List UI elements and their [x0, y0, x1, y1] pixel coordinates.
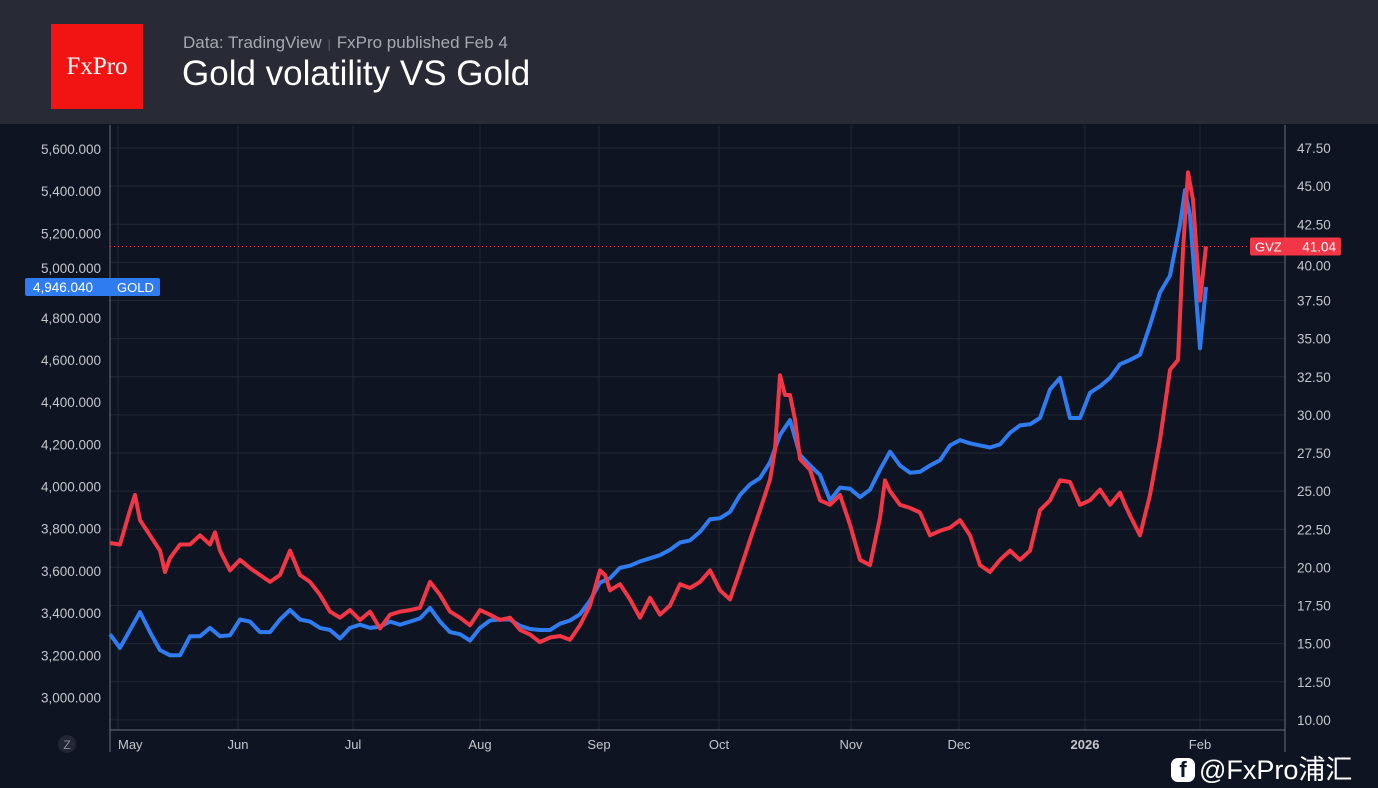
left-tick-label: 5,600.000 [41, 142, 101, 157]
right-tick-label: 35.00 [1297, 332, 1331, 347]
scale-button[interactable] [58, 735, 76, 753]
x-tick-label: Sep [587, 737, 610, 752]
watermark: f @FxPro浦汇 [1171, 755, 1352, 785]
left-tick-label: 5,200.000 [41, 226, 101, 241]
right-tick-label: 45.00 [1297, 179, 1331, 194]
series-line-gvz [109, 170, 1208, 645]
right-tick-label: 17.50 [1297, 599, 1331, 614]
left-tick-label: 3,600.000 [41, 564, 101, 579]
gvz-label-badge [1250, 237, 1341, 256]
right-tick-label: 42.50 [1297, 217, 1331, 232]
x-tick-label: Jun [228, 737, 249, 752]
left-tick-label: 3,200.000 [41, 648, 101, 663]
publisher: FxPro published Feb 4 [336, 33, 508, 52]
gold-label-badge [25, 277, 160, 296]
right-tick-label: 15.00 [1297, 637, 1331, 652]
series-line-gold [108, 188, 1208, 658]
right-tick-label: 47.50 [1297, 141, 1331, 156]
gvz-series-name: GVZ [1255, 240, 1282, 255]
gold-series-name: GOLD [117, 280, 154, 295]
facebook-icon: f [1171, 757, 1195, 782]
right-tick-label: 32.50 [1297, 370, 1331, 385]
right-tick-label: 25.00 [1297, 484, 1331, 499]
x-tick-label: Aug [468, 737, 491, 752]
left-tick-label: 3,400.000 [41, 606, 101, 621]
x-tick-label: May [118, 737, 143, 752]
right-tick-label: 10.00 [1297, 713, 1331, 728]
right-tick-label: 22.50 [1297, 522, 1331, 537]
data-source: Data: TradingView [183, 33, 322, 52]
left-tick-label: 4,800.000 [41, 311, 101, 326]
left-tick-label: 4,000.000 [41, 480, 101, 495]
subtitle: Data: TradingView | FxPro published Feb 4 [183, 33, 508, 53]
right-tick-label: 27.50 [1297, 446, 1331, 461]
x-tick-label: Oct [709, 737, 730, 752]
left-tick-label: 3,800.000 [41, 522, 101, 537]
x-tick-label: Jul [345, 737, 362, 752]
left-tick-label: 5,400.000 [41, 184, 101, 199]
right-tick-label: 12.50 [1297, 675, 1331, 690]
x-tick-label: Nov [839, 737, 863, 752]
left-tick-label: 4,600.000 [41, 353, 101, 368]
right-tick-label: 30.00 [1297, 408, 1331, 423]
left-tick-label: 3,000.000 [41, 691, 101, 706]
x-tick-label: 2026 [1071, 737, 1100, 752]
scale-button-label: Z [63, 738, 70, 752]
fxpro-logo: FxPro [51, 24, 143, 109]
gold-last-value: 4,946.040 [33, 280, 93, 295]
right-tick-label: 37.50 [1297, 294, 1331, 309]
header: FxPro Data: TradingView | FxPro published … [0, 0, 1378, 124]
left-tick-label: 4,400.000 [41, 395, 101, 410]
left-tick-label: 4,200.000 [41, 437, 101, 452]
x-tick-label: Dec [947, 737, 971, 752]
chart-title: Gold volatility VS Gold [182, 54, 531, 93]
right-tick-label: 40.00 [1297, 259, 1331, 274]
gvz-last-value: 41.04 [1302, 240, 1336, 255]
x-tick-label: Feb [1189, 737, 1211, 752]
separator: | [327, 37, 331, 51]
left-tick-label: 5,000.000 [41, 261, 101, 276]
right-tick-label: 20.00 [1297, 560, 1331, 575]
watermark-text: @FxPro浦汇 [1199, 755, 1353, 785]
